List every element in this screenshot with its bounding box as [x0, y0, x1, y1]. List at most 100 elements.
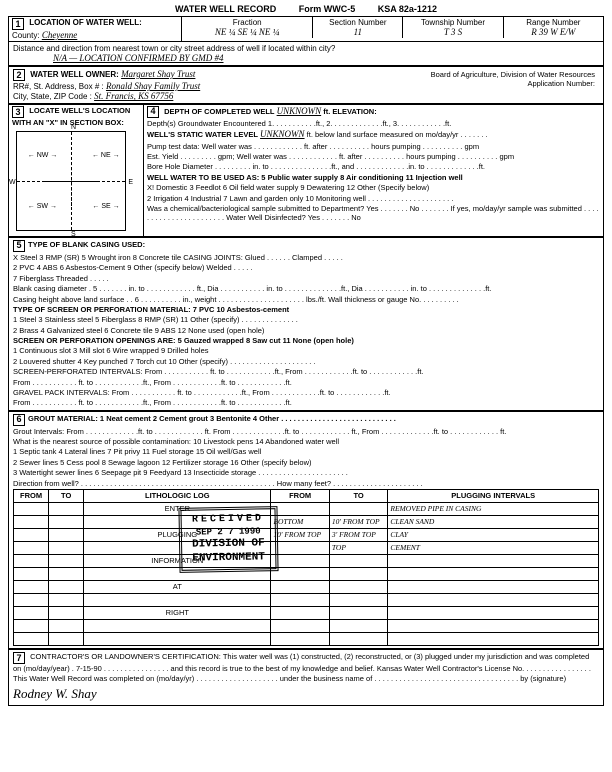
s4-l2b: ft. below land surface measured on mo/da… [307, 130, 488, 139]
stamp-l4: ENVIRONMENT [192, 550, 265, 565]
table-row: RIGHT [14, 606, 599, 619]
table-cell [271, 567, 330, 580]
s5-l1: X Steel 3 RMP (SR) 5 Wrought iron 8 Conc… [13, 253, 599, 262]
table-row: BOTTOM10' FROM TOPCLEAN SAND [14, 515, 599, 528]
table-cell [49, 567, 84, 580]
table-cell [49, 541, 84, 554]
distdir-label: Distance and direction from nearest town… [13, 44, 335, 53]
s5-l6: TYPE OF SCREEN OR PERFORATION MATERIAL: … [13, 305, 599, 314]
s4-l8: 2 Irrigation 4 Industrial 7 Lawn and gar… [147, 194, 600, 203]
appno-label: Application Number: [362, 79, 595, 88]
table-cell [49, 515, 84, 528]
s5-l3: 7 Fiberglass Threaded . . . . . [13, 274, 599, 283]
table-cell [329, 502, 388, 515]
s4-l1: Depth(s) Groundwater Encountered 1. . . … [147, 119, 600, 128]
county-value: Cheyenne [42, 30, 77, 40]
table-cell [84, 593, 271, 606]
table-cell [329, 554, 388, 567]
table-cell [271, 619, 330, 632]
s5-l11: 2 Louvered shutter 4 Key punched 7 Torch… [13, 357, 599, 366]
range-value: R 39 W E/W [507, 27, 600, 37]
section-label: Section Number [316, 18, 399, 27]
s1-label: LOCATION OF WATER WELL: [29, 18, 142, 27]
table-cell: AT [84, 580, 271, 593]
table-cell [271, 580, 330, 593]
s6-l4: 2 Sewer lines 5 Cess pool 8 Sewage lagoo… [13, 458, 599, 467]
table-cell [329, 567, 388, 580]
th-to2: TO [329, 489, 388, 502]
table-row: AT [14, 580, 599, 593]
table-cell [14, 515, 49, 528]
table-cell: BOTTOM [271, 515, 330, 528]
section-num-4: 4 [147, 106, 159, 118]
s6-l3: 1 Septic tank 4 Lateral lines 7 Pit priv… [13, 447, 599, 456]
table-cell [271, 606, 330, 619]
form-ksa: KSA 82a-1212 [378, 4, 437, 14]
table-cell [84, 619, 271, 632]
table-cell [14, 606, 49, 619]
s5-l10: 1 Continuous slot 3 Mill slot 6 Wire wra… [13, 346, 599, 355]
table-cell [14, 580, 49, 593]
s5-l12: SCREEN-PERFORATED INTERVALS: From . . . … [13, 367, 599, 376]
table-cell [388, 632, 599, 645]
table-cell: CLEAN SAND [388, 515, 599, 528]
section-2: 2 WATER WELL OWNER: Margaret Shay Trust … [8, 66, 604, 104]
s5-l14: GRAVEL PACK INTERVALS: From . . . . . . … [13, 388, 599, 397]
s4-l5: Bore Hole Diameter . . . . . . . . . in.… [147, 162, 600, 171]
s6-l6: Direction from well? . . . . . . . . . .… [13, 479, 599, 488]
location-grid: N S W E ← NW → ← NE → ← SW → ← SE → [16, 131, 126, 231]
table-cell [49, 528, 84, 541]
table-cell: REMOVED PIPE IN CASING [388, 502, 599, 515]
table-cell [14, 541, 49, 554]
s4-l3: Pump test data: Well water was . . . . .… [147, 142, 600, 151]
form-header: WATER WELL RECORD Form WWC-5 KSA 82a-121… [8, 4, 604, 14]
table-cell [49, 502, 84, 515]
table-cell: CLAY [388, 528, 599, 541]
table-cell [329, 619, 388, 632]
county-label: County: [12, 31, 40, 40]
table-cell [49, 619, 84, 632]
table-row [14, 567, 599, 580]
table-cell: 3' FROM TOP [329, 528, 388, 541]
table-cell [271, 541, 330, 554]
table-cell [329, 580, 388, 593]
s5-l4: Blank casing diameter . 5 . . . . . . . … [13, 284, 599, 293]
th-from1: FROM [14, 489, 49, 502]
table-cell: RIGHT [84, 606, 271, 619]
stamp-l1: RECEIVED [192, 513, 265, 527]
s5-l13: From . . . . . . . . . . . ft. to . . . … [13, 378, 599, 387]
table-cell [388, 554, 599, 567]
section-num-5: 5 [13, 240, 25, 252]
table-cell [14, 528, 49, 541]
stamp-l2: SEP 2 7 1990 [192, 525, 265, 538]
s4-elev-label: ft. ELEVATION: [323, 107, 376, 116]
table-cell [84, 632, 271, 645]
s5-l2: 2 PVC 4 ABS 6 Asbestos-Cement 9 Other (s… [13, 263, 599, 272]
fraction-value: NE ¼ SE ¼ NE ¼ [185, 27, 309, 37]
s4-depth-label: DEPTH OF COMPLETED WELL [164, 107, 274, 116]
table-cell [388, 567, 599, 580]
table-row: TOPCEMENT [14, 541, 599, 554]
form-number: Form WWC-5 [299, 4, 356, 14]
table-cell [14, 593, 49, 606]
table-cell: 10' FROM TOP [329, 515, 388, 528]
table-row [14, 632, 599, 645]
s4-l2a: WELL'S STATIC WATER LEVEL [147, 130, 258, 139]
table-cell [388, 606, 599, 619]
s5-l5: Casing height above land surface . . 6 .… [13, 295, 599, 304]
s4-l9: Was a chemical/bacteriological sample su… [147, 204, 600, 223]
table-row: PLUGGING10' FROM TOP3' FROM TOPCLAY [14, 528, 599, 541]
table-cell [271, 502, 330, 515]
signature: Rodney W. Shay [13, 686, 97, 701]
owner-value: Margaret Shay Trust [121, 69, 195, 79]
table-cell [329, 632, 388, 645]
s5-label: TYPE OF BLANK CASING USED: [28, 240, 145, 249]
th-plug: PLUGGING INTERVALS [388, 489, 599, 502]
section-5: 5TYPE OF BLANK CASING USED: X Steel 3 RM… [8, 237, 604, 411]
s5-l8: 2 Brass 4 Galvanized steel 6 Concrete ti… [13, 326, 599, 335]
table-cell [49, 632, 84, 645]
table-cell: 10' FROM TOP [271, 528, 330, 541]
table-cell [49, 554, 84, 567]
s5-l9: SCREEN OR PERFORATION OPENINGS ARE: 5 Ga… [13, 336, 599, 345]
table-cell [14, 567, 49, 580]
